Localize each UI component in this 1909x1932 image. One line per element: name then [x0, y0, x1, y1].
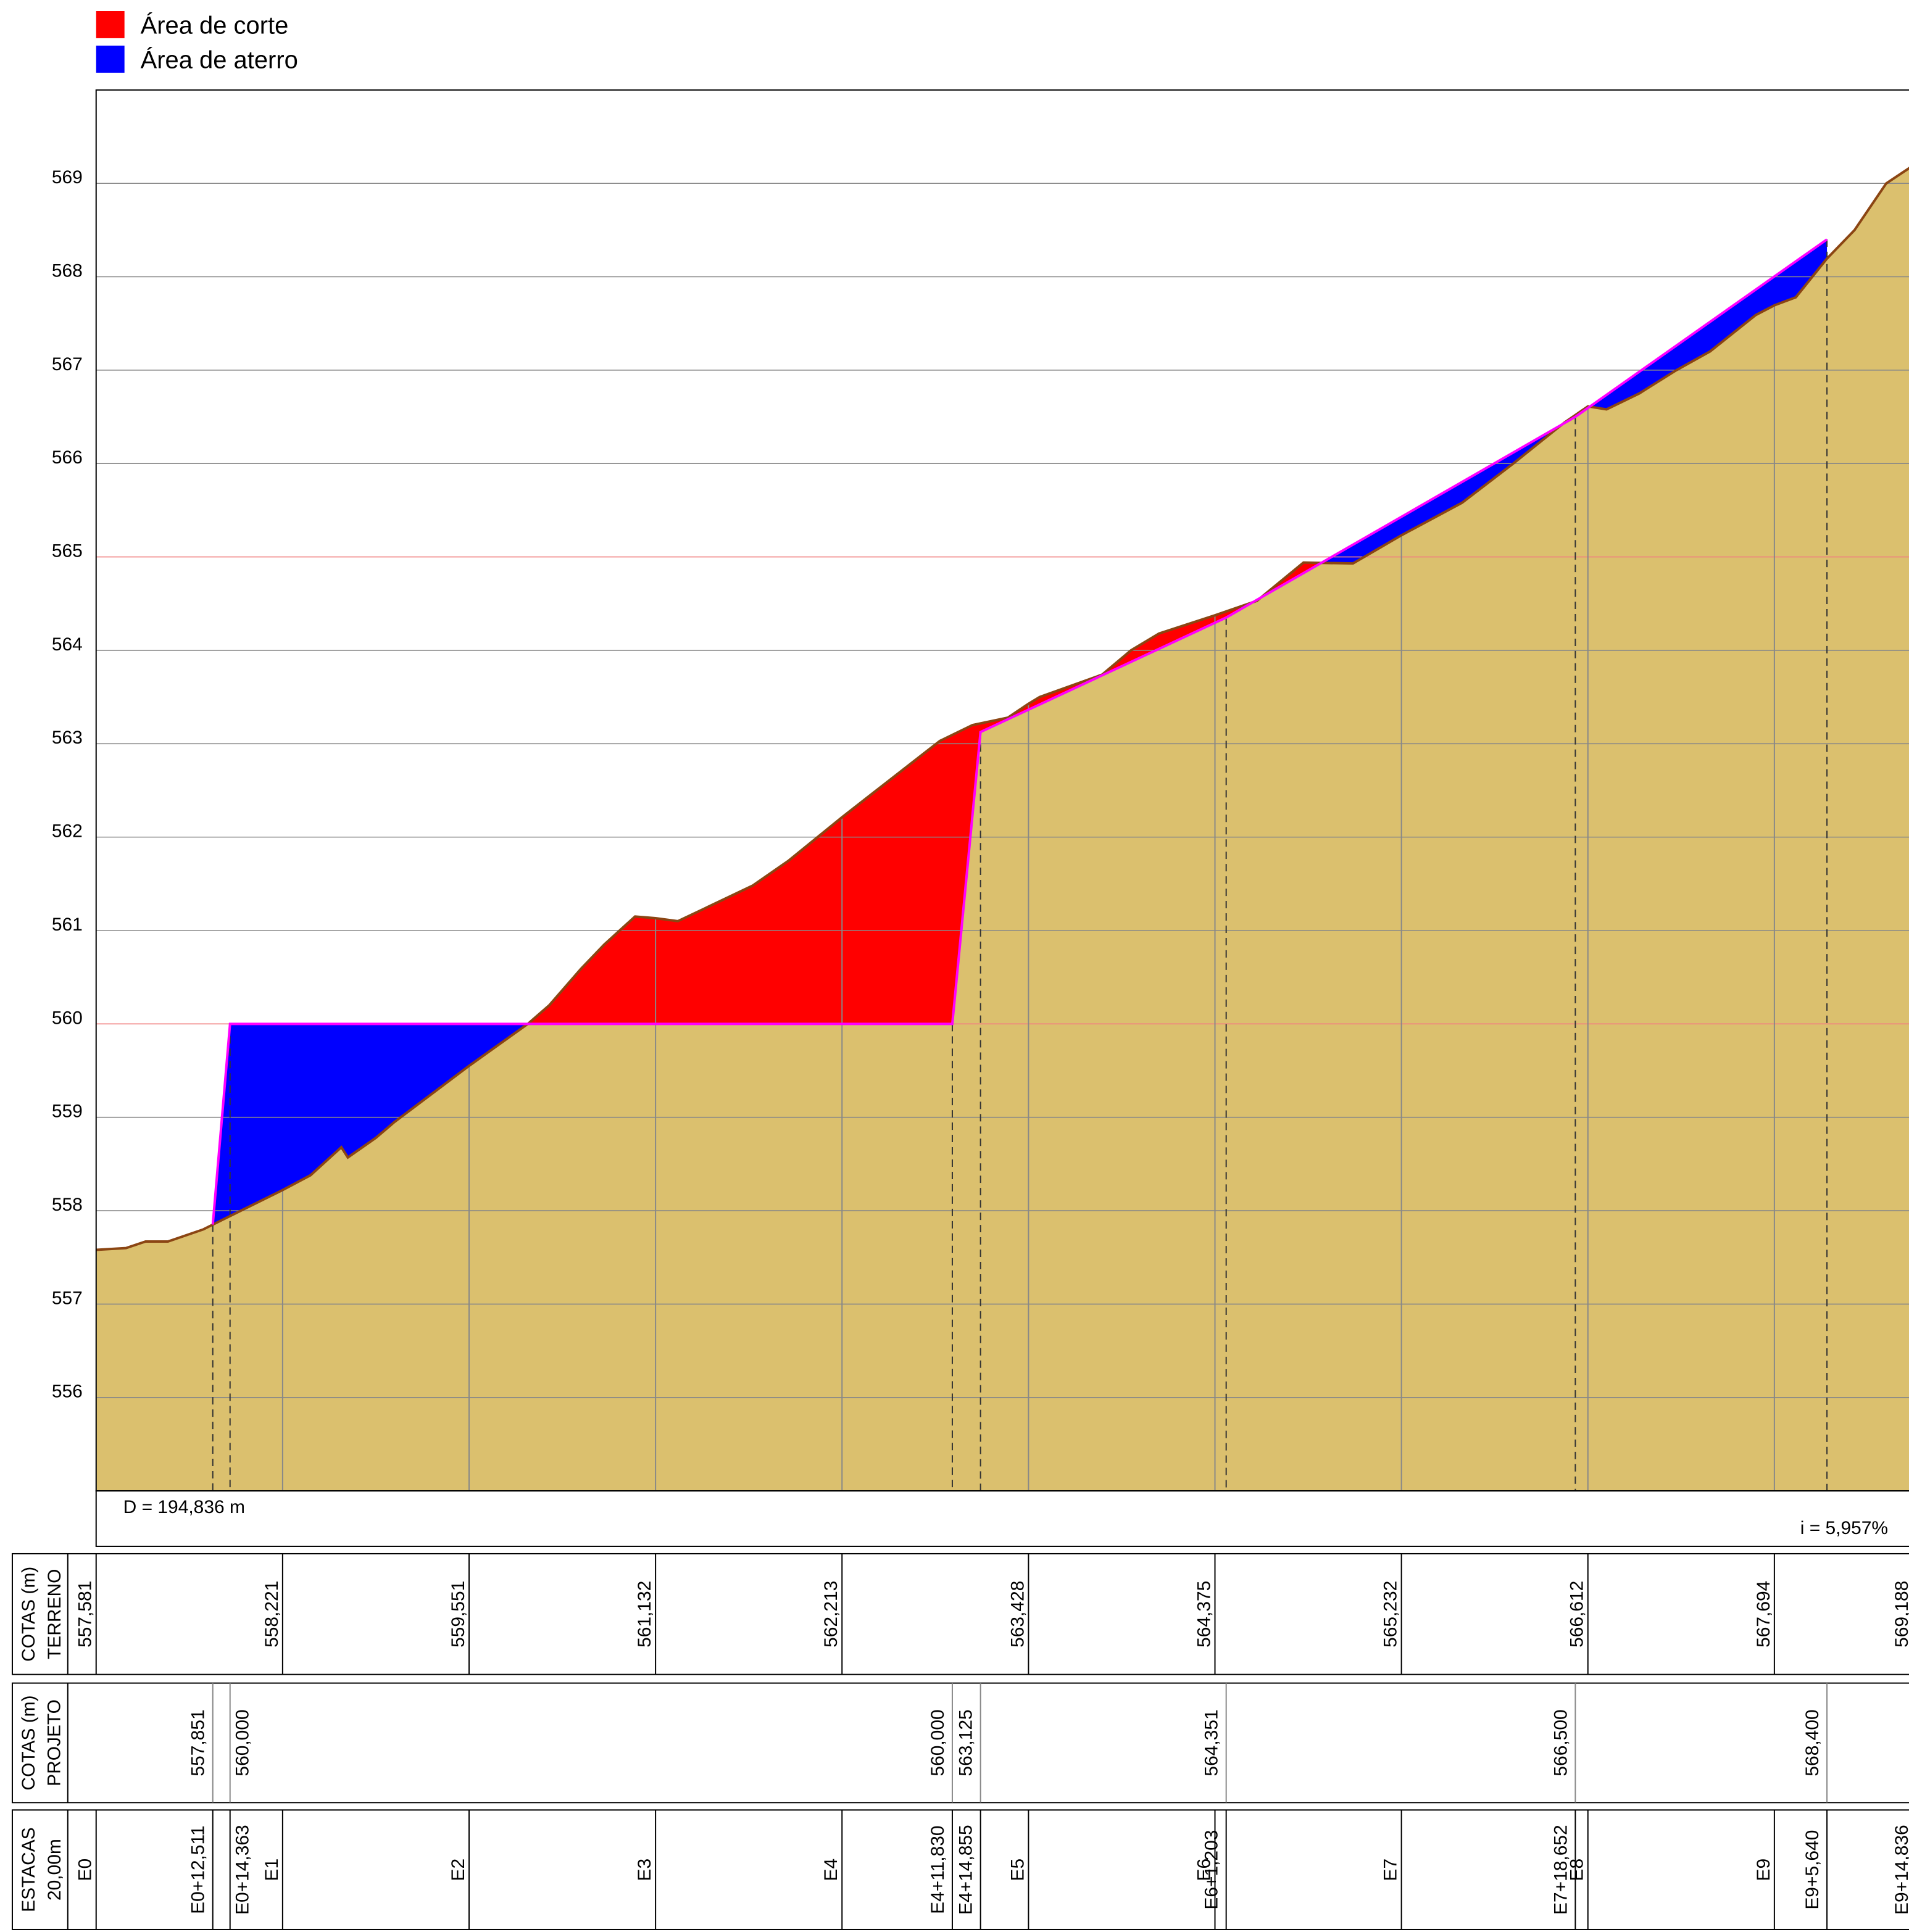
station-name: E1 — [262, 1859, 282, 1881]
terrain-elevation: 557,581 — [75, 1581, 96, 1648]
project-elevation: 560,000 — [928, 1709, 948, 1776]
project-elevation: 563,125 — [956, 1709, 976, 1776]
station-name: E3 — [634, 1859, 655, 1881]
project-elevation: 557,851 — [188, 1709, 209, 1776]
terrain-line — [96, 167, 1909, 1251]
legend-swatch — [96, 45, 125, 73]
station-name: E9 — [1753, 1859, 1774, 1881]
station-name: E5 — [1007, 1859, 1028, 1881]
y-tick-label: 563 — [52, 728, 83, 748]
station-name: E7 — [1381, 1859, 1401, 1881]
project-station-name: E7+18,652 — [1550, 1825, 1571, 1915]
y-tick-label: 564 — [52, 634, 83, 655]
terrain-elevation: 566,612 — [1567, 1581, 1587, 1648]
row-header: PROJETO — [44, 1699, 65, 1786]
distance-label: D = 194,836 m — [123, 1497, 245, 1517]
y-tick-label: 566 — [52, 447, 83, 468]
project-elevation: 568,400 — [1802, 1709, 1823, 1776]
project-station-name: E9+5,640 — [1802, 1830, 1823, 1910]
project-elevation: 564,351 — [1202, 1709, 1222, 1776]
legend-label: Área de corte — [141, 12, 289, 39]
y-tick-label: 557 — [52, 1288, 83, 1308]
terrain-elevation: 559,551 — [448, 1581, 468, 1648]
y-tick-label: 560 — [52, 1008, 83, 1028]
row-header: COTAS (m) — [19, 1567, 39, 1662]
terrain-elevation: 561,132 — [634, 1581, 655, 1648]
station-name: E9+14,836 — [1892, 1825, 1909, 1915]
y-tick-label: 562 — [52, 821, 83, 842]
terrain-elevation: 564,375 — [1194, 1581, 1214, 1648]
station-name: E6 — [1194, 1859, 1214, 1881]
row-header: COTAS (m) — [19, 1695, 39, 1790]
info-box — [95, 1490, 1909, 1547]
terrain-elevation: 562,213 — [821, 1581, 841, 1648]
project-station-name: E4+14,855 — [956, 1825, 976, 1915]
terrain-elevation: 567,694 — [1753, 1581, 1774, 1648]
y-tick-label: 565 — [52, 541, 83, 561]
table-row — [11, 1682, 1909, 1804]
terrain-elevation: 558,221 — [262, 1581, 282, 1648]
project-station-name: E0+12,511 — [188, 1825, 209, 1913]
legend-swatch — [96, 11, 125, 38]
legend-label: Área de aterro — [141, 46, 298, 73]
project-elevation: 560,000 — [233, 1709, 253, 1776]
table-row — [11, 1553, 1909, 1675]
y-tick-label: 561 — [52, 914, 83, 935]
terrain-elevation: 563,428 — [1007, 1581, 1028, 1648]
y-tick-label: 559 — [52, 1101, 83, 1122]
y-tick-label: 567 — [52, 354, 83, 375]
plot-area — [96, 165, 1909, 1491]
project-line — [211, 238, 1828, 1225]
station-name: E4 — [821, 1859, 841, 1881]
terrain-area — [96, 168, 1909, 1491]
row-header: ESTACAS — [19, 1827, 39, 1912]
row-header: TERRENO — [44, 1569, 65, 1659]
table-row — [11, 1809, 1909, 1930]
project-station-name: E0+14,363 — [233, 1825, 253, 1915]
y-tick-label: 556 — [52, 1382, 83, 1402]
row-header: 20,00m — [44, 1839, 65, 1901]
project-station-name: E6+1,203 — [1202, 1830, 1222, 1910]
y-tick-label: 568 — [52, 260, 83, 281]
y-tick-label: 569 — [52, 167, 83, 188]
project-elevation: 566,500 — [1550, 1709, 1571, 1776]
slope-label: i = 5,957% — [1800, 1518, 1888, 1538]
y-tick-label: 558 — [52, 1195, 83, 1215]
station-name: E2 — [448, 1859, 468, 1881]
terrain-elevation: 569,188 — [1892, 1581, 1909, 1648]
terrain-elevation: 565,232 — [1381, 1581, 1401, 1648]
project-station-name: E4+11,830 — [928, 1825, 948, 1913]
station-name: E0 — [75, 1859, 96, 1881]
station-name: E8 — [1567, 1859, 1587, 1881]
